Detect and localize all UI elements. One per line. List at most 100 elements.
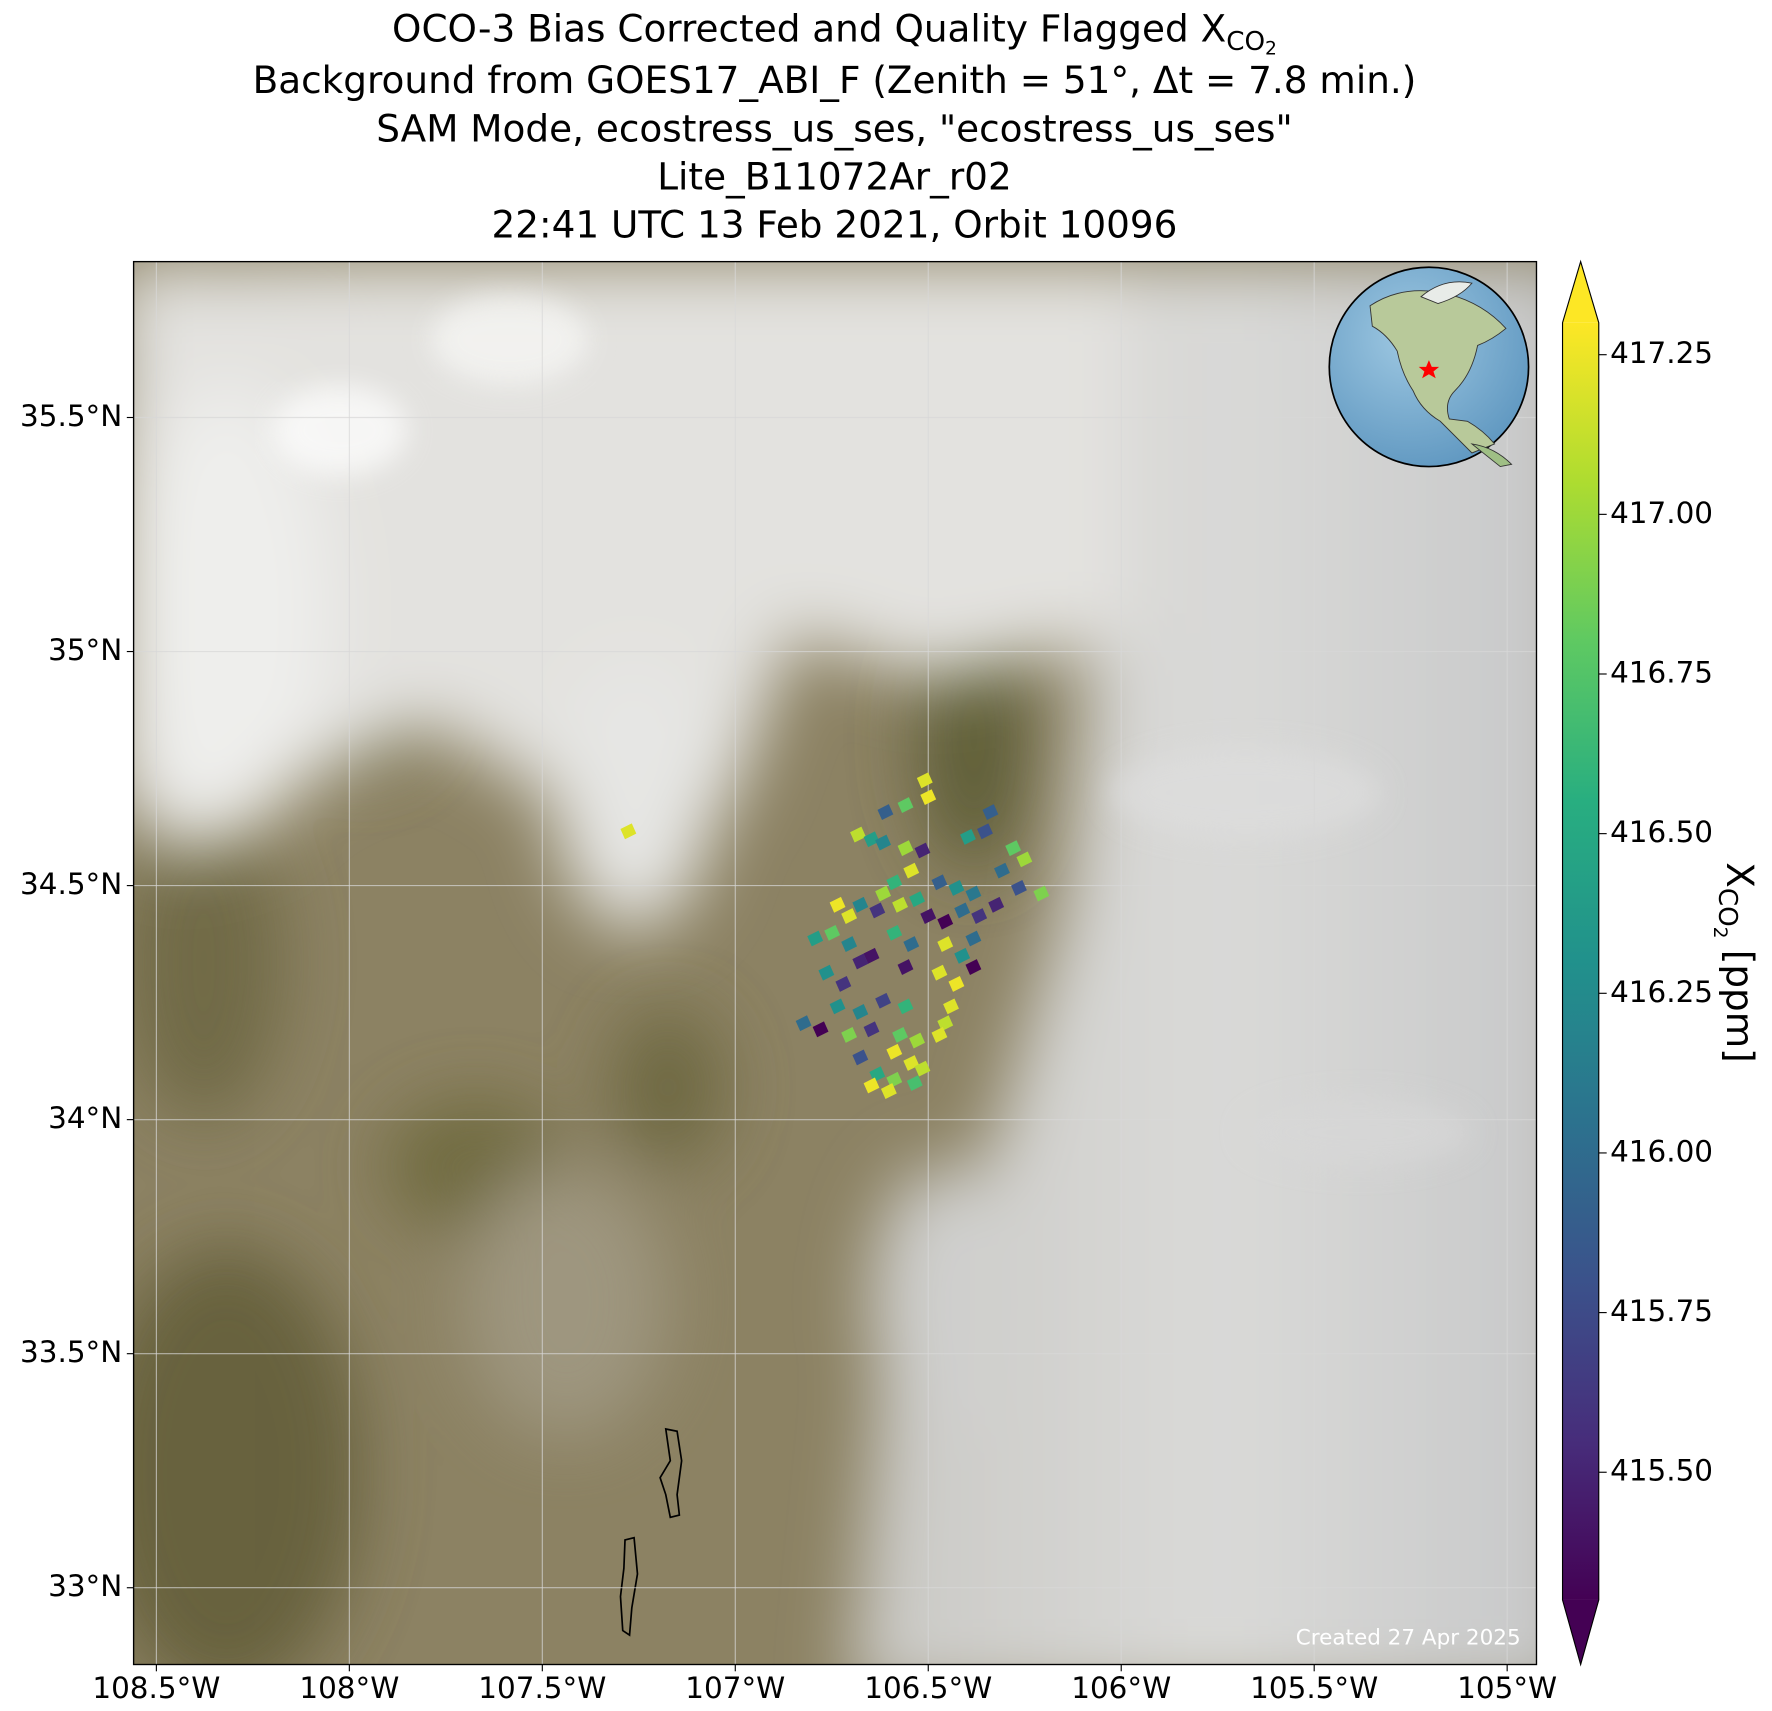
colorbar: 415.50 415.75 416.00 416.25 416.50 416.75 417.… bbox=[1561, 259, 1713, 1667]
sounding bbox=[835, 975, 852, 992]
y-tick-label: 33°N bbox=[48, 1569, 122, 1603]
text-main: X bbox=[1719, 862, 1763, 888]
text-main: OCO-3 Bias Corrected and Quality Flagged… bbox=[392, 6, 1226, 50]
colorbar-tick-label: 416.00 bbox=[1610, 1134, 1713, 1168]
sounding bbox=[965, 930, 982, 947]
sounding bbox=[886, 1043, 903, 1060]
sounding bbox=[877, 804, 894, 821]
colorbar-tick-label: 417.00 bbox=[1610, 496, 1713, 530]
sounding bbox=[841, 908, 858, 924]
created-annotation: Created 27 Apr 2025 bbox=[1296, 1625, 1521, 1650]
sounding bbox=[897, 998, 914, 1015]
sounding bbox=[869, 902, 886, 919]
sounding bbox=[829, 998, 846, 1015]
sounding bbox=[931, 1026, 948, 1043]
sounding bbox=[982, 804, 999, 821]
sounding bbox=[620, 823, 637, 840]
sounding bbox=[795, 1015, 812, 1032]
sounding bbox=[965, 959, 982, 975]
text-subscript: 2 bbox=[1265, 38, 1277, 59]
sounding bbox=[943, 998, 959, 1015]
colorbar-tick-label: 415.75 bbox=[1610, 1294, 1713, 1328]
chart-subtitle: SAM Mode, ecostress_us_ses, "ecostress_u… bbox=[376, 106, 1292, 150]
sounding bbox=[937, 936, 954, 953]
sounding bbox=[948, 880, 965, 896]
sounding bbox=[954, 902, 971, 919]
satellite-background bbox=[133, 261, 1537, 1665]
x-tick-label: 107.5°W bbox=[478, 1671, 606, 1705]
sounding bbox=[863, 1077, 880, 1094]
sounding bbox=[875, 992, 892, 1009]
sounding bbox=[920, 789, 937, 806]
colorbar-tick-label: 416.75 bbox=[1610, 655, 1713, 689]
sounding bbox=[948, 975, 965, 992]
colorbar-tick-label: 415.50 bbox=[1610, 1454, 1713, 1488]
sounding bbox=[818, 964, 835, 981]
sounding bbox=[852, 1049, 869, 1066]
x-tick-label: 107°W bbox=[685, 1671, 785, 1705]
sounding bbox=[1005, 840, 1022, 857]
sounding bbox=[914, 1060, 931, 1077]
x-tick-label: 106°W bbox=[1071, 1671, 1171, 1705]
chart-subtitle: Lite_B11072Ar_r02 bbox=[657, 154, 1011, 198]
globe-inset bbox=[1328, 266, 1530, 468]
sounding bbox=[988, 896, 1005, 913]
text-subscript: CO bbox=[1226, 26, 1265, 56]
sounding bbox=[841, 936, 858, 953]
x-tick-label: 108.5°W bbox=[92, 1671, 220, 1705]
y-tick-label: 33.5°N bbox=[20, 1335, 122, 1369]
text-subscript: CO bbox=[1712, 888, 1742, 927]
sounding bbox=[916, 772, 933, 789]
colorbar-gradient bbox=[1562, 322, 1599, 1600]
y-tick-label: 35.5°N bbox=[20, 399, 122, 433]
y-tick-label: 34°N bbox=[48, 1101, 122, 1135]
sounding bbox=[812, 1021, 829, 1038]
sounding bbox=[824, 924, 841, 941]
sounding bbox=[886, 924, 903, 941]
sounding bbox=[954, 947, 971, 964]
soundings bbox=[620, 772, 1050, 1100]
text-subscript: 2 bbox=[1710, 927, 1731, 939]
sounding bbox=[852, 1004, 869, 1020]
sounding bbox=[965, 885, 982, 902]
x-tick-label: 105°W bbox=[1457, 1671, 1557, 1705]
sounding bbox=[886, 874, 903, 891]
chart-subtitle: Background from GOES17_ABI_F (Zenith = 5… bbox=[253, 58, 1417, 102]
sounding bbox=[852, 953, 869, 970]
sounding bbox=[1016, 851, 1033, 868]
sounding bbox=[852, 896, 869, 913]
chart-subtitle: 22:41 UTC 13 Feb 2021, Orbit 10096 bbox=[491, 203, 1177, 247]
sounding bbox=[875, 885, 892, 902]
colorbar-extend-max bbox=[1562, 261, 1599, 323]
x-tick-label: 108°W bbox=[299, 1671, 399, 1705]
sounding bbox=[909, 1032, 925, 1049]
x-tick-label: 105.5°W bbox=[1250, 1671, 1378, 1705]
sounding bbox=[869, 1066, 886, 1083]
sounding bbox=[897, 797, 914, 814]
grid bbox=[133, 261, 1537, 1665]
x-tick-label: 106.5°W bbox=[864, 1671, 992, 1705]
sounding bbox=[931, 964, 948, 981]
sounding bbox=[960, 828, 976, 845]
sounding bbox=[850, 826, 866, 843]
lake-outline bbox=[659, 1427, 683, 1519]
sounding bbox=[994, 862, 1010, 879]
sounding bbox=[903, 862, 920, 879]
sounding bbox=[906, 1075, 923, 1092]
sounding bbox=[863, 831, 880, 848]
sounding bbox=[841, 1026, 858, 1043]
text-unit: [ppm] bbox=[1719, 950, 1763, 1063]
sounding bbox=[863, 1021, 880, 1038]
sounding bbox=[977, 823, 993, 840]
sounding bbox=[971, 908, 988, 924]
sounding bbox=[897, 840, 914, 857]
sounding bbox=[914, 842, 931, 859]
colorbar-tick-label: 416.50 bbox=[1610, 815, 1713, 849]
y-tick-label: 34.5°N bbox=[20, 867, 122, 901]
sounding bbox=[875, 834, 892, 851]
colorbar-outline bbox=[1561, 259, 1600, 1667]
sounding bbox=[892, 896, 909, 913]
sounding bbox=[920, 908, 937, 924]
sounding bbox=[937, 1015, 954, 1032]
